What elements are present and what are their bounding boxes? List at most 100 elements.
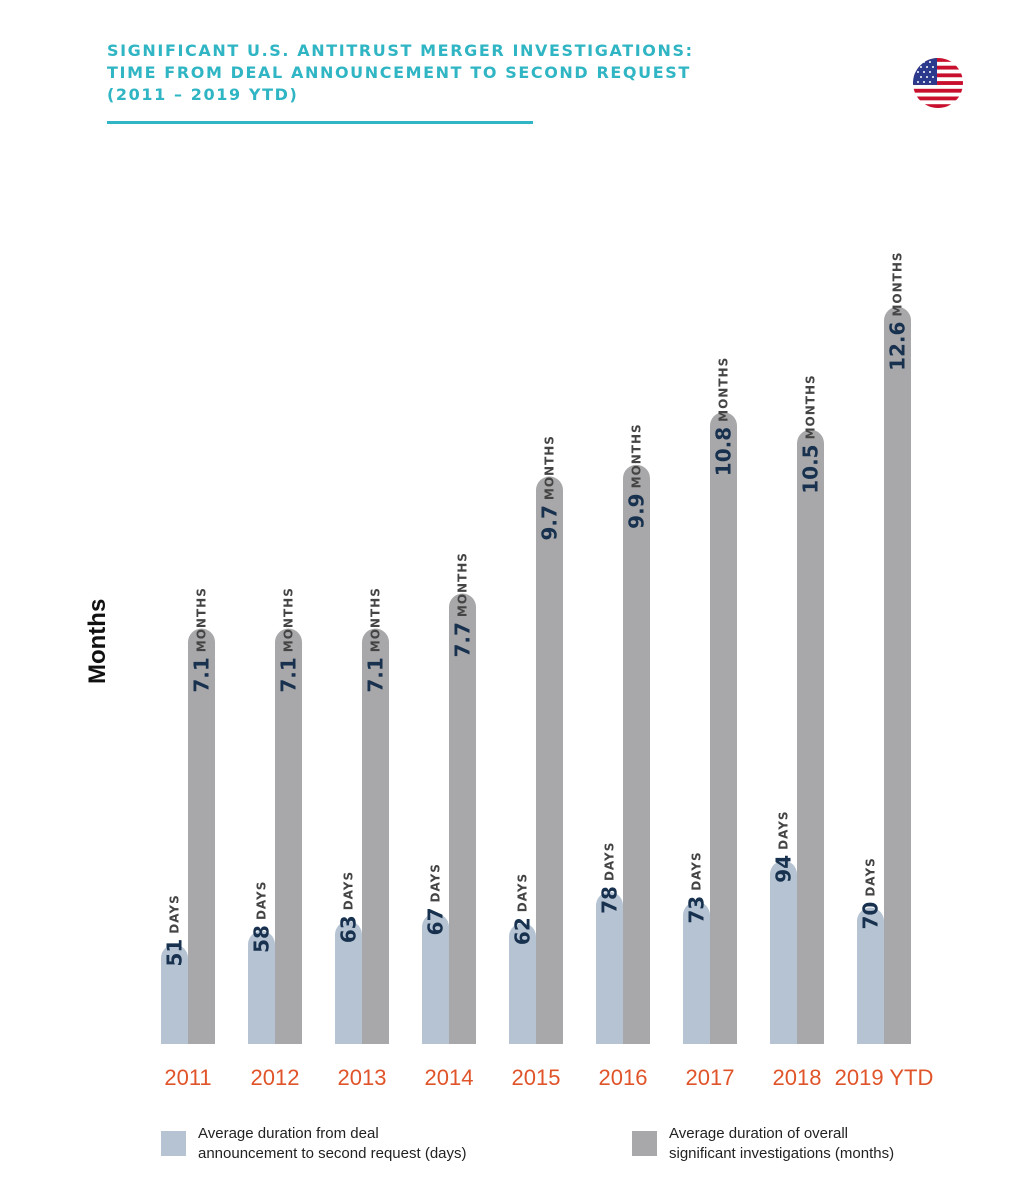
days-bar-2019-YTD bbox=[857, 907, 884, 1044]
months-2019-YTD-value: 12.6 bbox=[886, 322, 910, 371]
days-2018-label: 94 DAYS bbox=[772, 810, 796, 882]
months-2012-label: 7.1 MONTHS bbox=[277, 587, 301, 693]
days-2018-value: 94 bbox=[772, 855, 796, 883]
months-2012-value: 7.1 bbox=[277, 657, 301, 692]
days-2015-label: 62 DAYS bbox=[511, 873, 535, 945]
months-2017-unit: MONTHS bbox=[717, 357, 731, 422]
legend-swatch-months bbox=[632, 1131, 657, 1156]
days-2011-value-label: 51 DAYS bbox=[163, 894, 187, 966]
days-2015-value: 62 bbox=[511, 917, 535, 945]
months-bar-2017 bbox=[710, 412, 737, 1044]
days-bar-2016 bbox=[596, 891, 623, 1044]
days-2016-value-label: 78 DAYS bbox=[598, 842, 622, 914]
days-2016-value: 78 bbox=[598, 886, 622, 914]
days-2018-value-label: 94 DAYS bbox=[772, 810, 796, 882]
months-2018-unit: MONTHS bbox=[804, 374, 818, 439]
x-tick-label: 2012 bbox=[251, 1065, 300, 1090]
days-2014-value-label: 67 DAYS bbox=[424, 863, 448, 935]
days-2012-unit: DAYS bbox=[255, 881, 269, 920]
days-2014-label: 67 DAYS bbox=[424, 863, 448, 935]
months-2013-value-label: 7.1 MONTHS bbox=[364, 587, 388, 693]
legend-months-line-1: Average duration of overall bbox=[669, 1125, 849, 1142]
days-2017-label: 73 DAYS bbox=[685, 851, 709, 923]
months-2018-label: 10.5 MONTHS bbox=[799, 374, 823, 493]
months-2014-value: 7.7 bbox=[451, 622, 475, 657]
months-2019-YTD-label: 12.6 MONTHS bbox=[886, 251, 910, 370]
days-2019-YTD-unit: DAYS bbox=[864, 857, 878, 896]
x-tick-label: 2013 bbox=[338, 1065, 387, 1090]
x-tick-label: 2014 bbox=[425, 1065, 474, 1090]
legend-swatch-days bbox=[161, 1131, 186, 1156]
title-underline bbox=[107, 121, 533, 124]
months-2014-label: 7.7 MONTHS bbox=[451, 552, 475, 658]
months-bar-2018 bbox=[797, 429, 824, 1044]
months-2013-label: 7.1 MONTHS bbox=[364, 587, 388, 693]
months-2012-unit: MONTHS bbox=[282, 587, 296, 652]
months-2015-unit: MONTHS bbox=[543, 435, 557, 500]
months-2016-unit: MONTHS bbox=[630, 423, 644, 488]
months-2014-value-label: 7.7 MONTHS bbox=[451, 552, 475, 658]
months-2011-value: 7.1 bbox=[190, 657, 214, 692]
months-2019-YTD-unit: MONTHS bbox=[891, 251, 905, 316]
days-bar-2017 bbox=[683, 901, 710, 1044]
months-bar-2015 bbox=[536, 476, 563, 1044]
x-tick-label: 2019 YTD bbox=[835, 1065, 934, 1090]
months-bar-2013 bbox=[362, 628, 389, 1044]
months-bar-2012 bbox=[275, 628, 302, 1044]
months-2019-YTD-value-label: 12.6 MONTHS bbox=[886, 251, 910, 370]
months-2017-label: 10.8 MONTHS bbox=[712, 357, 736, 476]
x-tick-label: 2015 bbox=[512, 1065, 561, 1090]
x-tick-label: 2018 bbox=[773, 1065, 822, 1090]
legend-item-months: Average duration of overall significant … bbox=[632, 1124, 979, 1164]
months-2018-value: 10.5 bbox=[799, 444, 823, 493]
months-2017-value: 10.8 bbox=[712, 427, 736, 476]
days-2014-unit: DAYS bbox=[429, 863, 443, 902]
days-bar-2013 bbox=[335, 921, 362, 1044]
days-2011-value: 51 bbox=[163, 939, 187, 967]
months-bar-2016 bbox=[623, 464, 650, 1045]
days-2017-unit: DAYS bbox=[690, 851, 704, 890]
days-bar-2015 bbox=[509, 923, 536, 1044]
months-2015-value-label: 9.7 MONTHS bbox=[538, 435, 562, 541]
months-bar-2011 bbox=[188, 628, 215, 1044]
months-2015-label: 9.7 MONTHS bbox=[538, 435, 562, 541]
months-2016-value: 9.9 bbox=[625, 493, 649, 528]
months-2013-unit: MONTHS bbox=[369, 587, 383, 652]
days-2019-YTD-value-label: 70 DAYS bbox=[859, 857, 883, 929]
x-tick-label: 2011 bbox=[164, 1065, 211, 1090]
months-2011-value-label: 7.1 MONTHS bbox=[190, 587, 214, 693]
days-2012-value-label: 58 DAYS bbox=[250, 881, 274, 953]
days-2015-unit: DAYS bbox=[516, 873, 530, 912]
days-2013-value-label: 63 DAYS bbox=[337, 871, 361, 943]
days-2012-value: 58 bbox=[250, 925, 274, 953]
days-2013-unit: DAYS bbox=[342, 871, 356, 910]
months-bar-2014 bbox=[449, 593, 476, 1044]
x-tick-label: 2016 bbox=[599, 1065, 648, 1090]
days-2016-label: 78 DAYS bbox=[598, 842, 622, 914]
days-2017-value: 73 bbox=[685, 896, 709, 924]
months-2013-value: 7.1 bbox=[364, 657, 388, 692]
months-2016-label: 9.9 MONTHS bbox=[625, 423, 649, 529]
title-line-1: SIGNIFICANT U.S. ANTITRUST MERGER INVEST… bbox=[107, 41, 694, 60]
months-2018-value-label: 10.5 MONTHS bbox=[799, 374, 823, 493]
us-flag-icon bbox=[913, 58, 963, 108]
days-2018-unit: DAYS bbox=[777, 810, 791, 849]
days-2019-YTD-value: 70 bbox=[859, 902, 883, 930]
days-2017-value-label: 73 DAYS bbox=[685, 851, 709, 923]
days-bar-2018 bbox=[770, 860, 797, 1044]
days-2012-label: 58 DAYS bbox=[250, 881, 274, 953]
days-2019-YTD-label: 70 DAYS bbox=[859, 857, 883, 929]
days-2015-value-label: 62 DAYS bbox=[511, 873, 535, 945]
days-2014-value: 67 bbox=[424, 908, 448, 936]
title-line-3: (2011 – 2019 YTD) bbox=[107, 85, 299, 104]
months-2016-value-label: 9.9 MONTHS bbox=[625, 423, 649, 529]
legend-item-days: Average duration from deal announcement … bbox=[161, 1124, 508, 1164]
days-bar-2014 bbox=[422, 913, 449, 1044]
days-2013-value: 63 bbox=[337, 915, 361, 943]
months-2011-unit: MONTHS bbox=[195, 587, 209, 652]
legend-months-line-2: significant investigations (months) bbox=[669, 1145, 895, 1162]
days-2011-label: 51 DAYS bbox=[163, 894, 187, 966]
x-tick-label: 2017 bbox=[686, 1065, 735, 1090]
days-bar-2011 bbox=[161, 944, 188, 1044]
